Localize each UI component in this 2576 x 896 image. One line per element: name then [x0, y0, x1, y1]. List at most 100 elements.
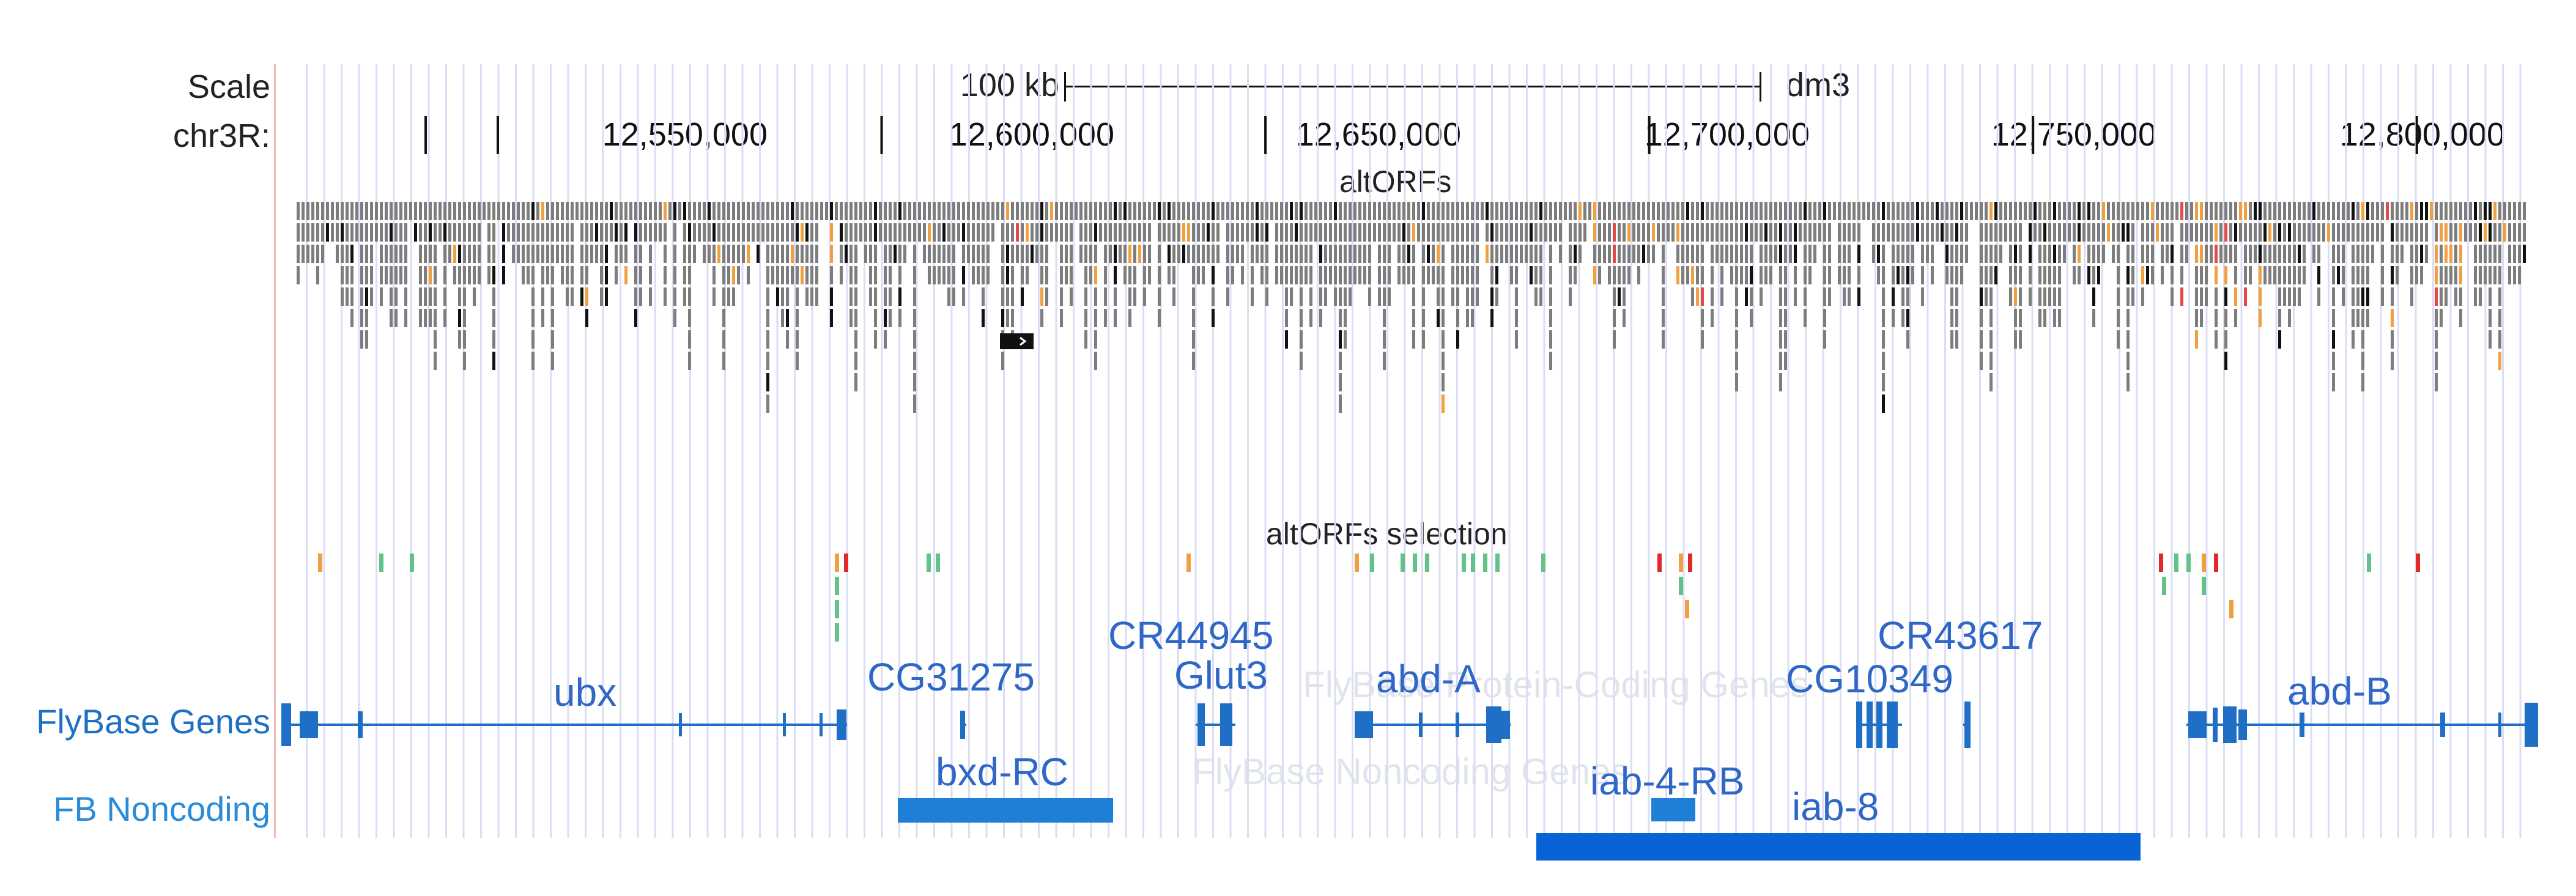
altorf-block — [487, 202, 490, 220]
gene-label-abd-b[interactable]: abd-B — [2287, 669, 2392, 713]
altorf-block — [1760, 223, 1763, 242]
gene-label-iab-8[interactable]: iab-8 — [1792, 785, 1879, 829]
altorf-block — [1764, 223, 1767, 242]
grid-line — [567, 64, 569, 838]
altorf-block — [972, 202, 975, 220]
altorf-block — [1804, 287, 1807, 306]
gene-label-cg10349[interactable]: CG10349 — [1786, 657, 1953, 701]
gene-label-cr43617[interactable]: CR43617 — [1878, 613, 2043, 657]
altorf-block — [1309, 266, 1312, 284]
altorf-block — [2043, 287, 2046, 306]
altorf-block — [1231, 266, 1234, 284]
altorf-block — [796, 309, 799, 327]
altorf-block — [394, 287, 398, 306]
altorf-block — [2034, 223, 2037, 242]
altorf-block — [1618, 245, 1621, 263]
grid-line — [1491, 64, 1493, 838]
altorf-block — [350, 287, 353, 306]
altorf-block — [2484, 202, 2487, 220]
altorf-block — [1216, 223, 1220, 242]
gene-label-bxd-rc[interactable]: bxd-RC — [936, 750, 1068, 794]
altorf-block — [615, 266, 618, 284]
altorf-block — [1999, 202, 2002, 220]
altorf-block — [302, 245, 305, 263]
altorf-block — [1530, 223, 1533, 242]
altorf-block — [1368, 266, 1371, 284]
altorf-block — [1031, 245, 1034, 263]
altorf-block — [2513, 266, 2516, 284]
ruler-tick — [1648, 116, 1651, 154]
altorf-block — [2293, 223, 2296, 242]
altorf-block — [1725, 245, 1728, 263]
altorf-block — [1534, 287, 1538, 306]
altorf-block — [1808, 202, 1812, 220]
altorf-block — [2215, 223, 2218, 242]
altorf-block — [2043, 202, 2046, 220]
gene-label-abd-a[interactable]: abd-A — [1376, 657, 1481, 701]
altorf-block — [341, 223, 344, 242]
gene-label-ubx[interactable]: ubx — [553, 670, 617, 714]
altorf-block — [1676, 266, 1679, 284]
altorf-block — [546, 202, 549, 220]
altorf-block — [2092, 287, 2095, 306]
altorf-block — [1172, 202, 1175, 220]
altorf-block — [448, 223, 451, 242]
altorf-block — [394, 245, 398, 263]
altorf-block — [986, 266, 990, 284]
altorf-block — [1309, 287, 1312, 306]
altorf-block — [1378, 245, 1381, 263]
gene-label-glut3[interactable]: Glut3 — [1174, 653, 1268, 697]
altorf-block — [752, 223, 755, 242]
grid-line — [1473, 64, 1476, 838]
altorf-block — [2259, 287, 2262, 306]
altorf-block — [1285, 223, 1288, 242]
altorf-block — [2215, 202, 2218, 220]
altorf-block — [693, 245, 696, 263]
altorf-block — [1965, 202, 1968, 220]
altorf-block — [1104, 223, 1107, 242]
altorf-block — [2043, 223, 2046, 242]
altorf-block — [561, 245, 564, 263]
altorf-block — [463, 245, 466, 263]
altorf-block — [742, 223, 745, 242]
altorf-block — [1657, 202, 1660, 220]
altorfs-selection-track — [318, 554, 2420, 642]
altorf-block — [649, 223, 652, 242]
track-label-flybase-genes[interactable]: FlyBase Genes — [36, 702, 270, 741]
altorf-block — [2014, 245, 2017, 263]
altorf-block — [463, 330, 466, 349]
altorf-block — [463, 309, 466, 327]
altorf-block — [2391, 330, 2394, 349]
gene-label-cg31275[interactable]: CG31275 — [867, 655, 1035, 699]
altorf-block — [2523, 245, 2526, 263]
altorf-block — [1163, 202, 1166, 220]
altorf-block — [815, 202, 818, 220]
track-label-fb-noncoding[interactable]: FB Noncoding — [53, 790, 270, 828]
altorf-block — [1955, 309, 1958, 327]
altorf-block — [947, 287, 950, 306]
altorf-block — [1300, 330, 1303, 349]
gene-label-iab-4-rb[interactable]: iab-4-RB — [1590, 759, 1745, 803]
altorf-block — [1422, 223, 1425, 242]
altorf-block — [1882, 309, 1885, 327]
gene-exon — [783, 713, 786, 736]
altorf-block — [1774, 202, 1777, 220]
altorf-block — [2019, 202, 2022, 220]
altorf-block — [1989, 245, 1993, 263]
altorf-block — [370, 245, 373, 263]
altorf-block — [1828, 245, 1831, 263]
selection-mark — [2214, 554, 2218, 572]
altorf-block — [2117, 287, 2120, 306]
altorf-block — [2337, 223, 2340, 242]
altorf-block — [1711, 309, 1714, 327]
altorf-block — [1006, 245, 1009, 263]
altorf-block — [2219, 245, 2223, 263]
scale-assembly-label: dm3 — [1786, 67, 1851, 103]
altorf-block — [1779, 309, 1782, 327]
altorf-block — [1892, 287, 1895, 306]
altorf-block — [2352, 266, 2355, 284]
altorf-block — [1417, 223, 1420, 242]
altorf-block — [2058, 287, 2061, 306]
grid-line — [2484, 64, 2487, 838]
gene-label-cr44945[interactable]: CR44945 — [1108, 613, 1274, 657]
